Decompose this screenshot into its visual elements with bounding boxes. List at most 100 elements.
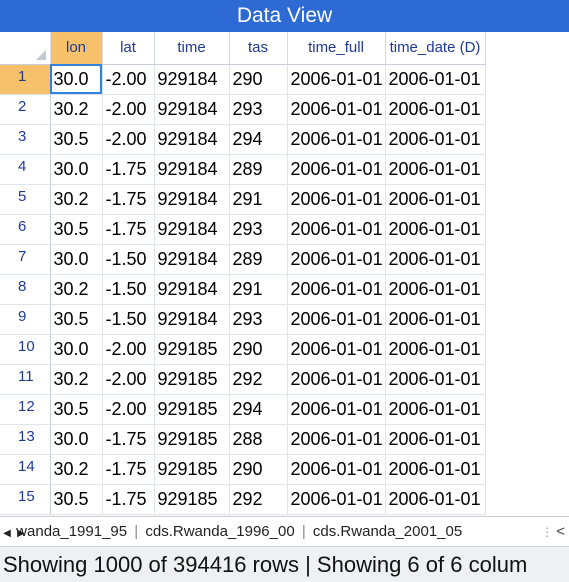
cell-lon[interactable]: 30.2 — [50, 454, 103, 485]
dataset-tab[interactable]: cds.Rwanda_2001_05 — [312, 523, 463, 540]
cell-time-full[interactable]: 2006-01-01 — [287, 124, 386, 155]
cell-time[interactable]: 929184 — [154, 214, 230, 245]
table-row[interactable]: 5 30.2 -1.75 929184 291 2006-01-01 2006-01-01 — [0, 184, 486, 215]
cell-time-full[interactable]: 2006-01-01 — [287, 214, 386, 245]
cell-time-date[interactable]: 2006-01-01 — [385, 334, 486, 365]
cell-time-date[interactable]: 2006-01-01 — [385, 484, 486, 515]
cell-lon[interactable]: 30.5 — [50, 394, 103, 425]
cell-tas[interactable]: 292 — [229, 364, 288, 395]
column-header-time-full[interactable]: time_full — [287, 32, 386, 65]
cell-lat[interactable]: -1.75 — [102, 484, 155, 515]
cell-time-full[interactable]: 2006-01-01 — [287, 154, 386, 185]
cell-time-date[interactable]: 2006-01-01 — [385, 244, 486, 275]
cell-time[interactable]: 929184 — [154, 274, 230, 305]
cell-time[interactable]: 929184 — [154, 94, 230, 125]
cell-time-full[interactable]: 2006-01-01 — [287, 424, 386, 455]
row-number[interactable]: 8 — [0, 274, 51, 305]
row-number[interactable]: 11 — [0, 364, 51, 395]
row-number[interactable]: 5 — [0, 184, 51, 215]
cell-time[interactable]: 929185 — [154, 454, 230, 485]
cell-tas[interactable]: 293 — [229, 94, 288, 125]
cell-lon[interactable]: 30.2 — [50, 274, 103, 305]
cell-time[interactable]: 929184 — [154, 124, 230, 155]
cell-lat[interactable]: -1.50 — [102, 304, 155, 335]
table-row[interactable]: 9 30.5 -1.50 929184 293 2006-01-01 2006-01-01 — [0, 304, 486, 335]
cell-time-full[interactable]: 2006-01-01 — [287, 274, 386, 305]
cell-lat[interactable]: -1.75 — [102, 184, 155, 215]
cell-lat[interactable]: -2.00 — [102, 94, 155, 125]
cell-time[interactable]: 929185 — [154, 484, 230, 515]
row-number[interactable]: 9 — [0, 304, 51, 335]
cell-time-full[interactable]: 2006-01-01 — [287, 394, 386, 425]
cell-time-date[interactable]: 2006-01-01 — [385, 274, 486, 305]
cell-tas[interactable]: 293 — [229, 304, 288, 335]
cell-lon[interactable]: 30.0 — [50, 64, 103, 95]
row-number[interactable]: 7 — [0, 244, 51, 275]
table-row[interactable]: 7 30.0 -1.50 929184 289 2006-01-01 2006-01-01 — [0, 244, 486, 275]
table-row[interactable]: 3 30.5 -2.00 929184 294 2006-01-01 2006-01-01 — [0, 124, 486, 155]
cell-time-date[interactable]: 2006-01-01 — [385, 394, 486, 425]
cell-lon[interactable]: 30.5 — [50, 304, 103, 335]
cell-lat[interactable]: -2.00 — [102, 394, 155, 425]
cell-tas[interactable]: 294 — [229, 124, 288, 155]
data-grid[interactable]: lon lat time tas time_full time_date (D)… — [0, 32, 569, 516]
table-row[interactable]: 11 30.2 -2.00 929185 292 2006-01-01 2006-01-01 — [0, 364, 486, 395]
table-row[interactable]: 1 30.0 -2.00 929184 290 2006-01-01 2006-01-01 — [0, 64, 486, 95]
cell-lon[interactable]: 30.5 — [50, 124, 103, 155]
table-row[interactable]: 12 30.5 -2.00 929185 294 2006-01-01 2006-01-01 — [0, 394, 486, 425]
row-number[interactable]: 6 — [0, 214, 51, 245]
cell-time-date[interactable]: 2006-01-01 — [385, 94, 486, 125]
triangle-right-icon[interactable]: ▶ — [17, 528, 25, 539]
cell-time[interactable]: 929185 — [154, 364, 230, 395]
cell-lat[interactable]: -1.50 — [102, 244, 155, 275]
select-all-corner[interactable] — [0, 32, 51, 65]
cell-time[interactable]: 929184 — [154, 64, 230, 95]
cell-lon[interactable]: 30.0 — [50, 244, 103, 275]
cell-time-full[interactable]: 2006-01-01 — [287, 94, 386, 125]
cell-tas[interactable]: 292 — [229, 484, 288, 515]
cell-lon[interactable]: 30.2 — [50, 364, 103, 395]
row-number[interactable]: 1 — [0, 64, 51, 95]
table-row[interactable]: 15 30.5 -1.75 929185 292 2006-01-01 2006-01-01 — [0, 484, 486, 515]
cell-lon[interactable]: 30.0 — [50, 154, 103, 185]
cell-time-full[interactable]: 2006-01-01 — [287, 364, 386, 395]
cell-time-date[interactable]: 2006-01-01 — [385, 184, 486, 215]
cell-time-full[interactable]: 2006-01-01 — [287, 334, 386, 365]
cell-lat[interactable]: -2.00 — [102, 364, 155, 395]
cell-lon[interactable]: 30.0 — [50, 334, 103, 365]
cell-time-full[interactable]: 2006-01-01 — [287, 64, 386, 95]
cell-lon[interactable]: 30.0 — [50, 424, 103, 455]
cell-time-date[interactable]: 2006-01-01 — [385, 424, 486, 455]
cell-time[interactable]: 929185 — [154, 394, 230, 425]
cell-tas[interactable]: 290 — [229, 454, 288, 485]
table-row[interactable]: 4 30.0 -1.75 929184 289 2006-01-01 2006-01-01 — [0, 154, 486, 185]
cell-time[interactable]: 929184 — [154, 244, 230, 275]
cell-time-full[interactable]: 2006-01-01 — [287, 184, 386, 215]
cell-time-full[interactable]: 2006-01-01 — [287, 454, 386, 485]
cell-time-date[interactable]: 2006-01-01 — [385, 304, 486, 335]
cell-lat[interactable]: -1.75 — [102, 424, 155, 455]
cell-lat[interactable]: -2.00 — [102, 334, 155, 365]
cell-tas[interactable]: 289 — [229, 154, 288, 185]
row-number[interactable]: 12 — [0, 394, 51, 425]
table-row[interactable]: 6 30.5 -1.75 929184 293 2006-01-01 2006-01-01 — [0, 214, 486, 245]
row-number[interactable]: 13 — [0, 424, 51, 455]
column-header-time-date[interactable]: time_date (D) — [385, 32, 486, 65]
cell-time[interactable]: 929184 — [154, 154, 230, 185]
row-number[interactable]: 4 — [0, 154, 51, 185]
cell-lat[interactable]: -1.75 — [102, 214, 155, 245]
cell-tas[interactable]: 291 — [229, 184, 288, 215]
column-header-tas[interactable]: tas — [229, 32, 288, 65]
column-header-lat[interactable]: lat — [102, 32, 155, 65]
table-row[interactable]: 13 30.0 -1.75 929185 288 2006-01-01 2006-01-01 — [0, 424, 486, 455]
cell-time-date[interactable]: 2006-01-01 — [385, 64, 486, 95]
table-row[interactable]: 8 30.2 -1.50 929184 291 2006-01-01 2006-01-01 — [0, 274, 486, 305]
cell-lat[interactable]: -1.50 — [102, 274, 155, 305]
cell-lat[interactable]: -2.00 — [102, 124, 155, 155]
cell-lat[interactable]: -1.75 — [102, 154, 155, 185]
cell-time-date[interactable]: 2006-01-01 — [385, 154, 486, 185]
cell-lat[interactable]: -2.00 — [102, 64, 155, 95]
cell-tas[interactable]: 288 — [229, 424, 288, 455]
row-number[interactable]: 15 — [0, 484, 51, 515]
cell-lon[interactable]: 30.2 — [50, 94, 103, 125]
